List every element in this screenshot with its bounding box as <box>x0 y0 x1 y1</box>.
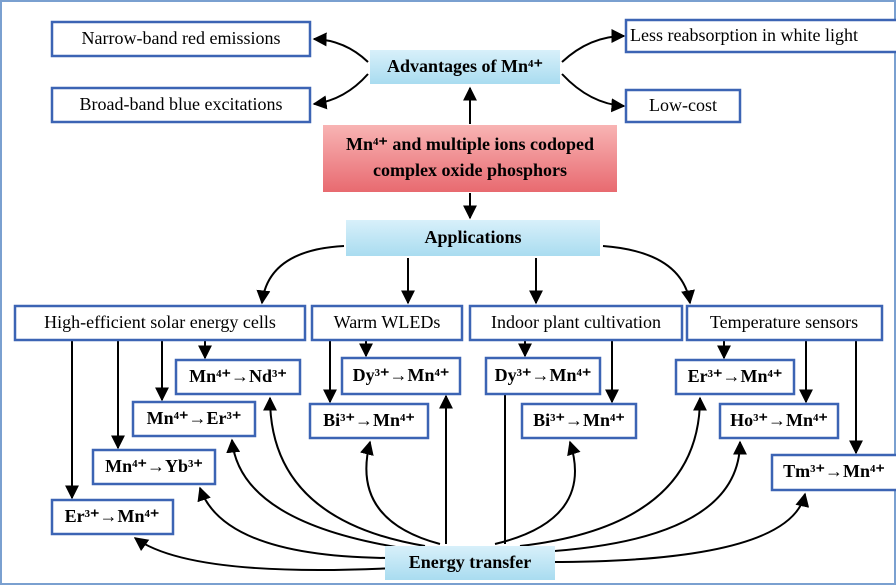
area: High-efficient solar energy cells <box>44 312 276 332</box>
arrow <box>312 32 369 63</box>
transfer-box <box>131 400 257 438</box>
transfer: Ho³⁺→Mn⁴⁺ <box>730 410 828 430</box>
core-line: complex oxide phosphors <box>373 160 567 180</box>
advantage: Broad-band blue excitations <box>80 94 283 114</box>
transfer: Bi³⁺→Mn⁴⁺ <box>533 410 625 430</box>
arrow <box>602 245 695 305</box>
applications-box <box>346 220 600 256</box>
applications-title: Applications <box>424 227 521 247</box>
transfer-box <box>91 448 217 486</box>
advantage: Low-cost <box>649 95 717 115</box>
arrow <box>197 486 406 560</box>
advantage-box <box>50 86 312 124</box>
transfer: Dy³⁺→Mn⁴⁺ <box>495 365 592 385</box>
arrows <box>65 29 863 571</box>
arrow <box>133 537 396 571</box>
advantage: Narrow-band red emissions <box>82 28 281 48</box>
transfer: Mn⁴⁺→Nd³⁺ <box>189 366 287 386</box>
advantage-box <box>624 18 896 54</box>
advantages-title-box <box>370 50 560 84</box>
area: Warm WLEDs <box>334 312 441 332</box>
transfer: Er³⁺→Mn⁴⁺ <box>688 366 783 386</box>
arrow <box>226 438 416 551</box>
core-line: Mn⁴⁺ and multiple ions codoped <box>346 134 594 154</box>
transfer-box <box>340 356 462 396</box>
transfer: Mn⁴⁺→Er³⁺ <box>147 408 242 428</box>
transfer: Dy³⁺→Mn⁴⁺ <box>353 365 450 385</box>
transfer: Bi³⁺→Mn⁴⁺ <box>323 410 415 430</box>
area-box <box>468 304 684 342</box>
transfer: Tm³⁺→Mn⁴⁺ <box>783 461 885 481</box>
advantage: Less reabsorption in white light <box>630 25 858 45</box>
arrow <box>549 492 810 563</box>
transfer-box <box>308 402 430 440</box>
transfer-box <box>520 402 638 440</box>
transfer-box <box>718 402 840 440</box>
arrow <box>561 29 626 63</box>
arrow <box>519 396 707 547</box>
area: Indoor plant cultivation <box>491 312 661 332</box>
transfer-box <box>174 358 302 396</box>
energy-transfer-box <box>385 546 555 580</box>
arrow <box>312 73 369 110</box>
transfer: Mn⁴⁺→Yb³⁺ <box>105 456 203 476</box>
arrow <box>256 245 345 305</box>
area-box <box>310 304 464 342</box>
transfer-box <box>770 453 896 492</box>
arrow <box>360 440 441 545</box>
arrow <box>539 440 747 553</box>
arrow <box>561 73 626 113</box>
energy-transfer: Energy transfer <box>409 552 531 572</box>
transfer-box <box>674 358 796 396</box>
arrow <box>263 396 426 547</box>
arrow <box>494 440 581 545</box>
advantage-box <box>50 20 312 58</box>
transfer-box <box>50 498 175 536</box>
advantages-title: Advantages of Mn⁴⁺ <box>387 56 543 76</box>
area: Temperature sensors <box>710 312 858 332</box>
advantage-box <box>624 88 742 124</box>
transfer-box <box>484 356 602 396</box>
transfer: Er³⁺→Mn⁴⁺ <box>65 506 160 526</box>
area-box <box>685 304 884 342</box>
area-box <box>13 304 307 342</box>
core-box <box>323 125 617 192</box>
